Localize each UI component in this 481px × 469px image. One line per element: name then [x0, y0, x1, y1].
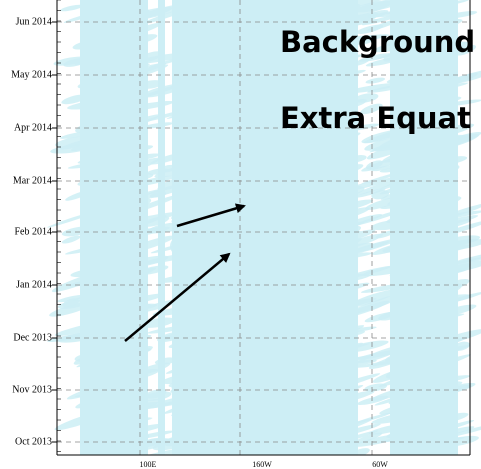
y-tick-label: Apr 2014	[14, 122, 52, 133]
color-field	[46, 0, 481, 455]
field-background	[46, 0, 481, 455]
x-tick-label: 100E	[140, 460, 157, 469]
grid	[57, 0, 470, 455]
y-tick-label: Oct 2013	[15, 436, 52, 447]
arrow	[176, 203, 246, 228]
y-tick-label: Dec 2013	[13, 332, 52, 343]
labels: Jun 2014 May 2014 Apr 2014 Mar 2014 Feb 2014…	[11, 0, 388, 469]
y-tick-label: May 2014	[11, 69, 52, 80]
y-tick-label: Feb 2014	[15, 226, 53, 237]
y-tick-label: Nov 2013	[12, 384, 52, 395]
y-tick-label: Jan 2014	[16, 279, 52, 290]
arrow	[124, 252, 231, 342]
y-tick-label: Mar 2014	[13, 175, 52, 186]
annotation: Background	[280, 25, 475, 59]
x-tick-label: 60W	[372, 460, 388, 469]
y-tick-label: Jun 2014	[16, 16, 52, 27]
x-tick-label: 160W	[252, 460, 272, 469]
annotation: Extra Equat	[280, 101, 471, 135]
